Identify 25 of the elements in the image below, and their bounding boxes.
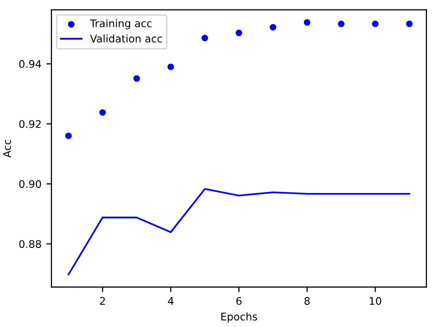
- point: [338, 20, 344, 28]
- x-axis-title: Epochs: [221, 312, 258, 323]
- point: [406, 20, 413, 28]
- y-tick-label: 0.90: [19, 180, 42, 188]
- point: [65, 132, 72, 140]
- point: [372, 20, 379, 28]
- point: [133, 75, 140, 82]
- x-tick-label: 2: [100, 297, 105, 305]
- x-tick-label: 8: [304, 297, 310, 305]
- point: [270, 24, 276, 30]
- point: [99, 109, 106, 116]
- point: [167, 64, 174, 70]
- point: [304, 19, 310, 26]
- point: [236, 30, 242, 36]
- y-tick-label: 0.92: [19, 120, 41, 128]
- legend-label: Training acc: [90, 19, 152, 30]
- line-series: [68, 188, 410, 276]
- y-axis-title: Acc: [3, 140, 11, 158]
- legend-label: Validation acc: [90, 34, 162, 43]
- x-tick-label: 10: [370, 297, 382, 305]
- x-tick-label: 4: [168, 297, 174, 305]
- y-tick-label: 0.88: [19, 240, 42, 248]
- point: [202, 34, 208, 42]
- x-tick-label: 6: [236, 297, 242, 305]
- y-tick-label: 0.94: [19, 60, 42, 68]
